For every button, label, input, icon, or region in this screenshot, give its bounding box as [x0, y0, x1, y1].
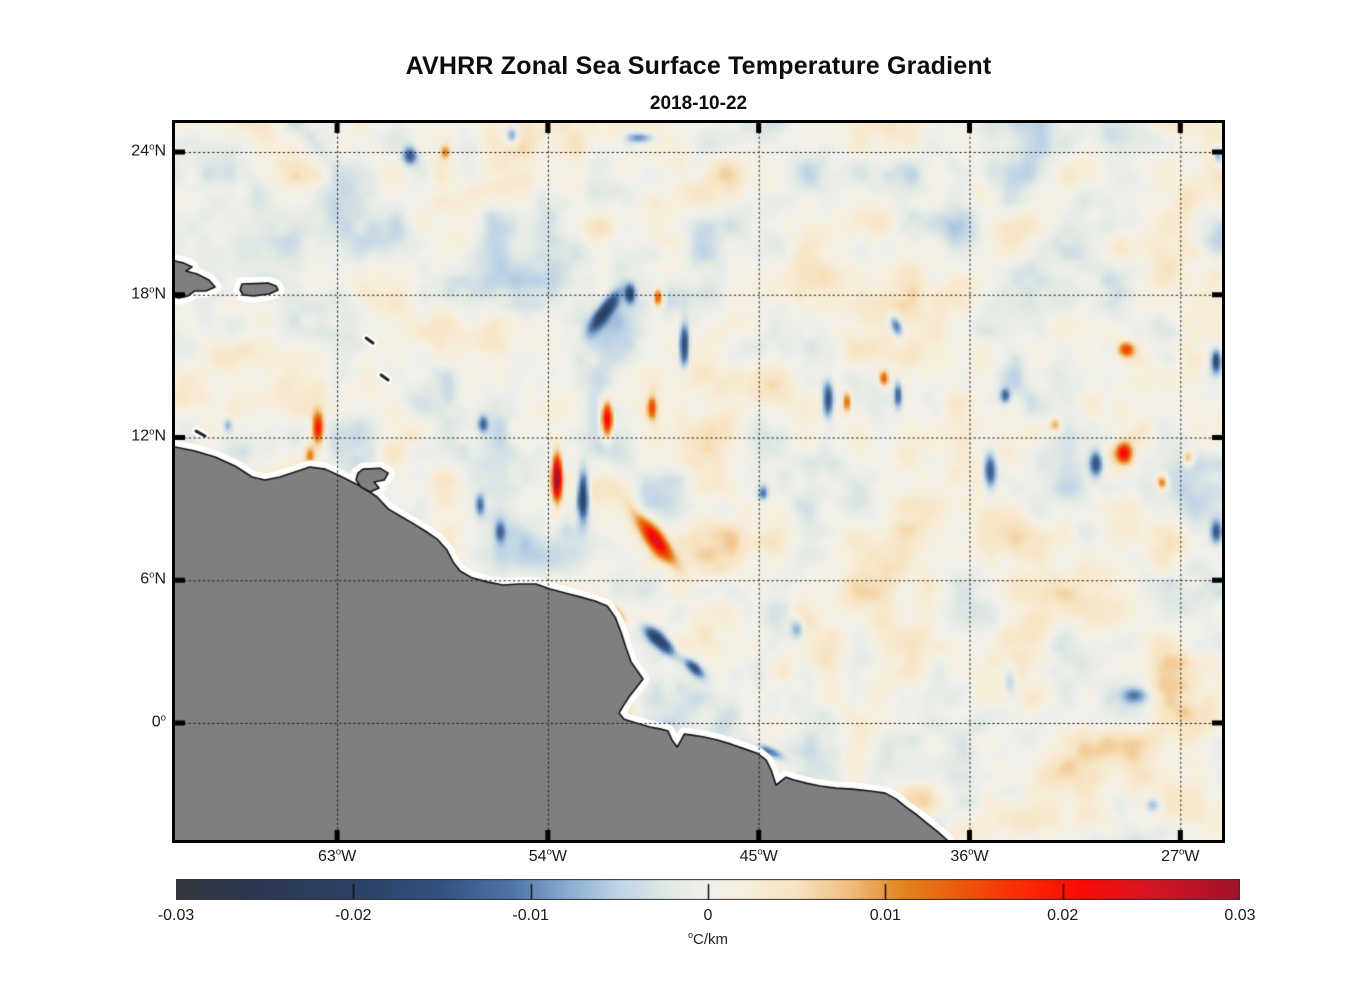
y-axis-tick-label: 0o	[151, 712, 166, 731]
colorbar-tick-label: -0.01	[512, 907, 549, 924]
y-axis-tick-label: 18oN	[131, 284, 166, 303]
colorbar-tick-label: -0.03	[157, 907, 195, 924]
colorbar-tick-label: 0.02	[1047, 907, 1079, 924]
colorbar-unit-label: oC/km	[687, 930, 728, 949]
sst-gradient-map-canvas	[175, 123, 1222, 840]
y-axis-tick-label: 24oN	[131, 141, 166, 160]
y-axis-tick-label: 6oN	[140, 569, 166, 588]
colorbar-tick-label: -0.02	[335, 907, 372, 924]
x-axis-tick-label: 63oW	[317, 846, 357, 865]
map-plot-area	[172, 120, 1225, 843]
x-axis-tick-label: 54oW	[528, 846, 568, 865]
colorbar-canvas	[176, 879, 1240, 900]
colorbar-tick-label: 0	[703, 907, 713, 924]
colorbar-tick-label: 0.03	[1224, 907, 1256, 924]
colorbar-tick-label: 0.01	[869, 907, 901, 924]
x-axis-tick-label: 27oW	[1161, 846, 1200, 865]
x-axis-tick-label: 45oW	[739, 846, 778, 865]
chart-title: AVHRR Zonal Sea Surface Temperature Grad…	[405, 52, 992, 80]
chart-date-subtitle: 2018-10-22	[649, 93, 748, 114]
x-axis-tick-label: 36oW	[950, 846, 989, 865]
y-axis-tick-label: 12oN	[131, 426, 166, 446]
